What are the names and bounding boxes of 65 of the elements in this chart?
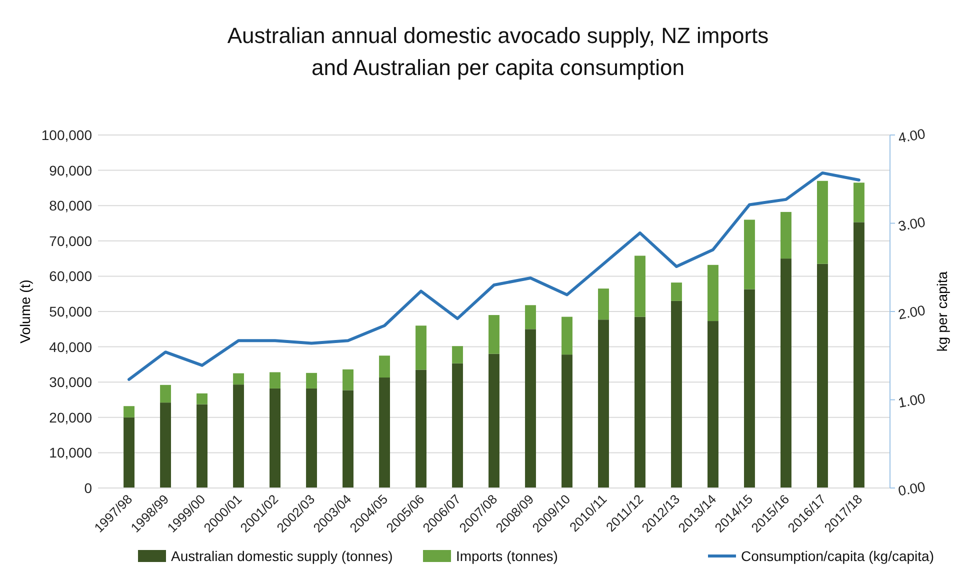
y-tick-label: 80,000: [49, 198, 92, 214]
bar: [780, 258, 792, 488]
bar: [817, 264, 828, 488]
y2-axis-title: kg per capita: [934, 271, 950, 352]
y-tick-label: 90,000: [49, 162, 92, 178]
y-tick-label: 20,000: [49, 409, 92, 426]
bar: [270, 388, 280, 488]
bar: [488, 354, 500, 488]
bar: [270, 372, 280, 388]
y-tick-label: 70,000: [49, 232, 92, 249]
bar: [416, 370, 426, 488]
bar: [233, 384, 244, 488]
y2-tick-label: 1.00: [896, 390, 927, 411]
y-tick-label: 40,000: [49, 338, 92, 355]
bar: [780, 212, 792, 259]
bar: [671, 300, 682, 488]
bar: [525, 329, 536, 488]
bar: [124, 406, 134, 418]
bar: [634, 316, 646, 488]
bar: [671, 282, 682, 301]
y2-tick-label: 0.00: [896, 478, 927, 499]
bar: [708, 321, 718, 488]
y-tick-label: 50,000: [49, 304, 92, 320]
bar: [306, 372, 317, 388]
bar: [379, 356, 390, 378]
bar: [342, 369, 354, 390]
legend-label: Australian domestic supply (tonnes): [171, 548, 393, 564]
bar: [306, 388, 317, 488]
bar: [488, 315, 500, 354]
bar: [562, 316, 572, 355]
bar: [634, 256, 646, 317]
bar: [817, 180, 828, 264]
bar: [744, 289, 755, 488]
bar: [708, 264, 718, 322]
legend-label: Imports (tonnes): [456, 548, 558, 564]
bar: [598, 320, 609, 488]
y-axis-title: Volume (t): [17, 280, 33, 344]
bar: [452, 346, 463, 364]
y2-tick-label: 2.00: [896, 302, 927, 322]
bar: [416, 326, 426, 370]
bar: [379, 378, 390, 488]
legend-label: Consumption/capita (kg/capita): [741, 548, 934, 564]
bar: [562, 354, 572, 488]
y2-tick-label: 3.00: [896, 214, 927, 234]
y-tick-label: 0: [84, 480, 92, 496]
bar: [124, 417, 134, 488]
bar: [233, 373, 244, 385]
bar: [342, 390, 354, 488]
bar: [598, 288, 609, 320]
bar: [525, 305, 536, 330]
y-tick-label: 10,000: [49, 444, 92, 461]
bar: [160, 384, 171, 403]
bar: [452, 363, 463, 488]
bar: [196, 404, 208, 488]
chart-title: Australian annual domestic avocado supply, NZ imports and Australian per capita consumption: [227, 23, 769, 80]
y-tick-label: 60,000: [49, 268, 92, 284]
y-tick-label: 30,000: [49, 374, 92, 390]
bar: [854, 182, 864, 222]
bar: [196, 393, 208, 404]
bar: [160, 402, 171, 488]
line-series: [128, 171, 860, 381]
bar: [854, 222, 864, 488]
bar: [744, 220, 755, 290]
y2-tick-label: 4.00: [896, 125, 927, 146]
y-tick-label: 100,000: [41, 127, 92, 143]
